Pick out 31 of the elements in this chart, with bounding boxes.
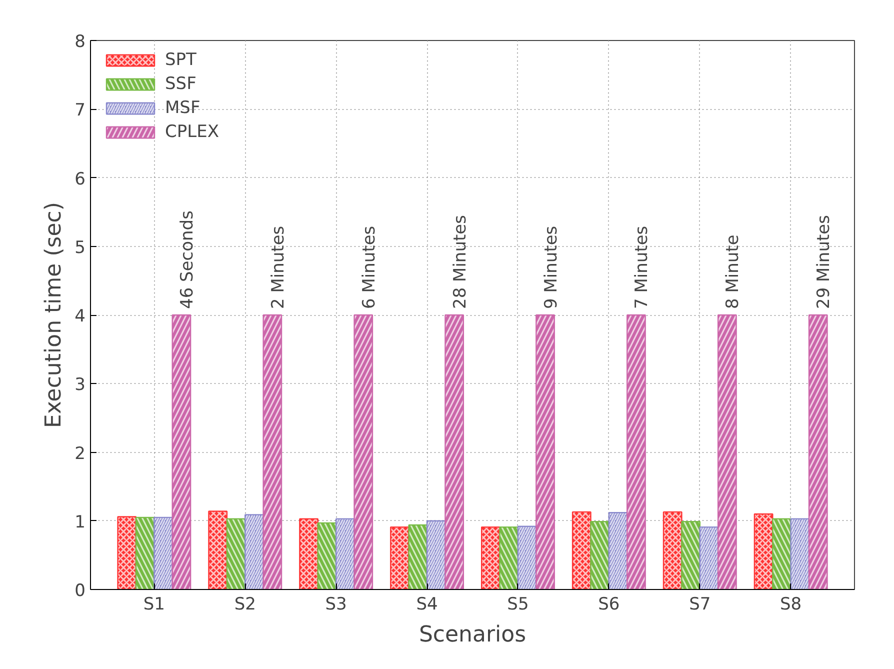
y-tick-label: 1 [74, 512, 86, 532]
y-tick-label: 7 [74, 100, 86, 121]
y-tick-label: 3 [74, 375, 86, 396]
y-tick-label: 6 [74, 169, 86, 190]
annotation: 28 Minutes [450, 214, 470, 309]
x-tick-label: S8 [780, 594, 802, 614]
y-tick-label: 5 [74, 238, 86, 258]
annotation: 6 Minutes [359, 226, 380, 309]
legend-label: CPLEX [165, 122, 219, 142]
annotation: 29 Minutes [814, 214, 834, 309]
x-tick-label: S4 [416, 594, 438, 614]
annotation: 46 Seconds [177, 210, 198, 309]
x-tick-label: S7 [689, 594, 711, 614]
annotation: 7 Minutes [632, 226, 652, 309]
x-tick-label: S6 [598, 594, 620, 614]
annotation: 8 Minute [723, 234, 744, 309]
x-axis-title: Scenarios [418, 622, 526, 648]
y-tick-label: 4 [74, 306, 86, 326]
x-tick-label: S3 [325, 594, 347, 614]
y-axis-title: Execution time (sec) [42, 202, 67, 428]
x-tick-label: S1 [143, 594, 165, 614]
annotation: 9 Minutes [541, 226, 562, 309]
annotation: 2 Minutes [268, 226, 288, 309]
legend-label: SSF [165, 74, 196, 94]
legend-label: SPT [165, 50, 196, 70]
x-tick-label: S5 [507, 594, 529, 614]
y-tick-label: 8 [74, 32, 86, 52]
y-tick-label: 2 [74, 444, 86, 464]
x-tick-label: S2 [234, 594, 256, 614]
legend-label: MSF [165, 98, 200, 118]
y-tick-label: 0 [74, 581, 86, 601]
